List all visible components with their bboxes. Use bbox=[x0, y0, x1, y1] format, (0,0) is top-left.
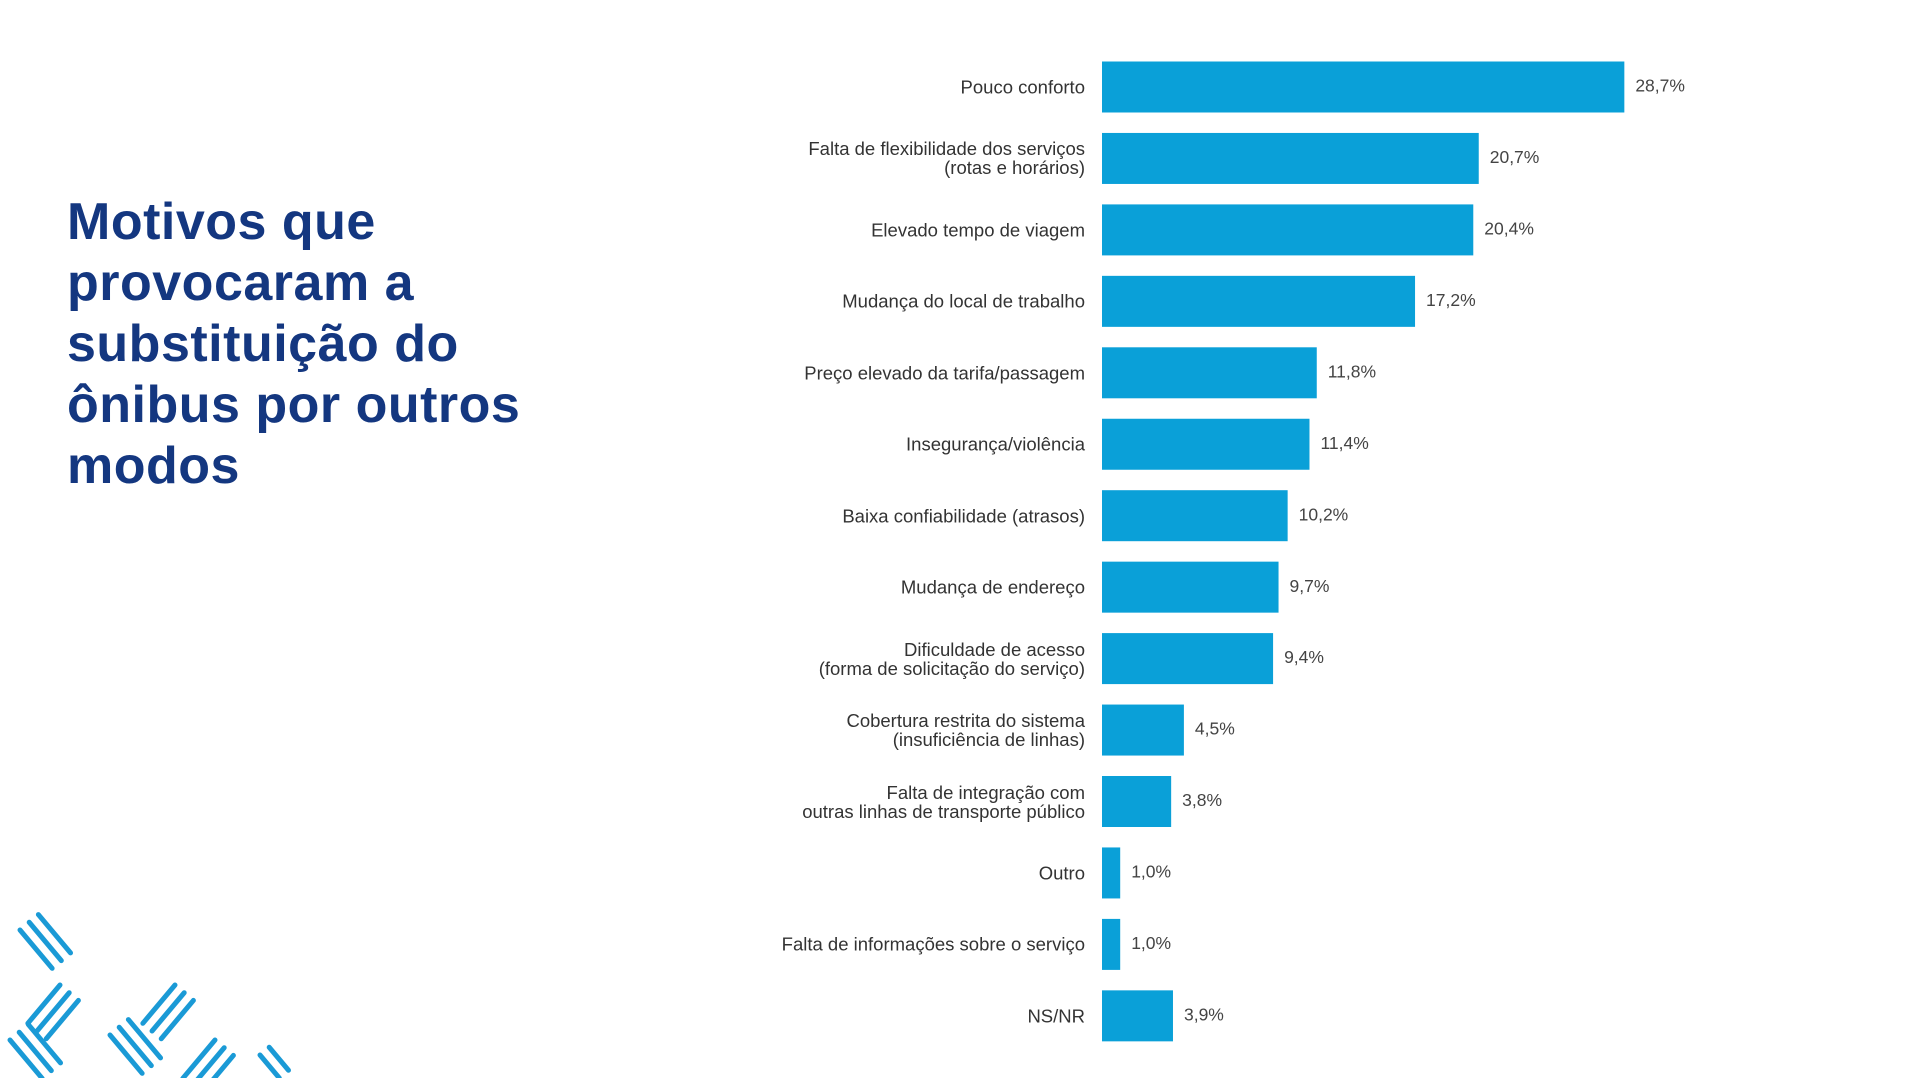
value-label: 10,2% bbox=[1299, 504, 1349, 524]
bar bbox=[1102, 776, 1172, 827]
value-label: 17,2% bbox=[1426, 290, 1476, 310]
value-label: 3,8% bbox=[1182, 790, 1222, 810]
category-label: Dificuldade de acesso (forma de solicita… bbox=[818, 638, 1085, 679]
bar bbox=[1102, 704, 1184, 756]
category-label: Outro bbox=[1038, 862, 1085, 884]
category-label: Insegurança/violência bbox=[906, 433, 1085, 455]
category-label: NS/NR bbox=[1027, 1005, 1085, 1027]
value-label: 20,4% bbox=[1484, 219, 1534, 239]
category-label: Pouco conforto bbox=[960, 76, 1085, 98]
bar bbox=[1102, 561, 1279, 613]
bar bbox=[1102, 61, 1625, 113]
value-label: 28,7% bbox=[1635, 76, 1685, 96]
value-label: 1,0% bbox=[1131, 862, 1171, 882]
value-label: 1,0% bbox=[1131, 933, 1171, 953]
bar bbox=[1102, 633, 1274, 685]
category-label: Preço elevado da tarifa/passagem bbox=[804, 362, 1085, 384]
bar bbox=[1102, 132, 1479, 184]
decorative-pattern bbox=[7, 912, 291, 1078]
value-label: 9,7% bbox=[1290, 576, 1330, 596]
bar bbox=[1102, 990, 1173, 1042]
category-label: Mudança do local de trabalho bbox=[842, 290, 1085, 312]
category-label: Mudança de endereço bbox=[900, 576, 1085, 598]
value-label: 11,4% bbox=[1320, 433, 1368, 453]
bar bbox=[1102, 204, 1474, 256]
category-label: Elevado tempo de viagem bbox=[871, 219, 1085, 241]
value-label: 3,9% bbox=[1184, 1004, 1224, 1024]
bar bbox=[1102, 347, 1317, 399]
slide-title: Motivos que provocaram a substituição do… bbox=[67, 193, 521, 495]
value-label: 9,4% bbox=[1284, 647, 1324, 667]
category-label: Cobertura restrita do sistema (insuficiê… bbox=[846, 710, 1085, 751]
bar bbox=[1102, 490, 1288, 542]
value-label: 11,8% bbox=[1328, 361, 1376, 381]
value-label: 4,5% bbox=[1195, 719, 1235, 739]
bar bbox=[1102, 418, 1310, 470]
bar bbox=[1102, 918, 1121, 970]
bar bbox=[1102, 275, 1416, 327]
category-label: Falta de flexibilidade dos serviços (rot… bbox=[808, 138, 1085, 179]
category-label: Baixa confiabilidade (atrasos) bbox=[842, 505, 1085, 527]
bar bbox=[1102, 847, 1121, 899]
category-label: Falta de informações sobre o serviço bbox=[781, 933, 1085, 955]
value-label: 20,7% bbox=[1490, 147, 1540, 167]
category-label: Falta de integração com outras linhas de… bbox=[802, 781, 1085, 822]
